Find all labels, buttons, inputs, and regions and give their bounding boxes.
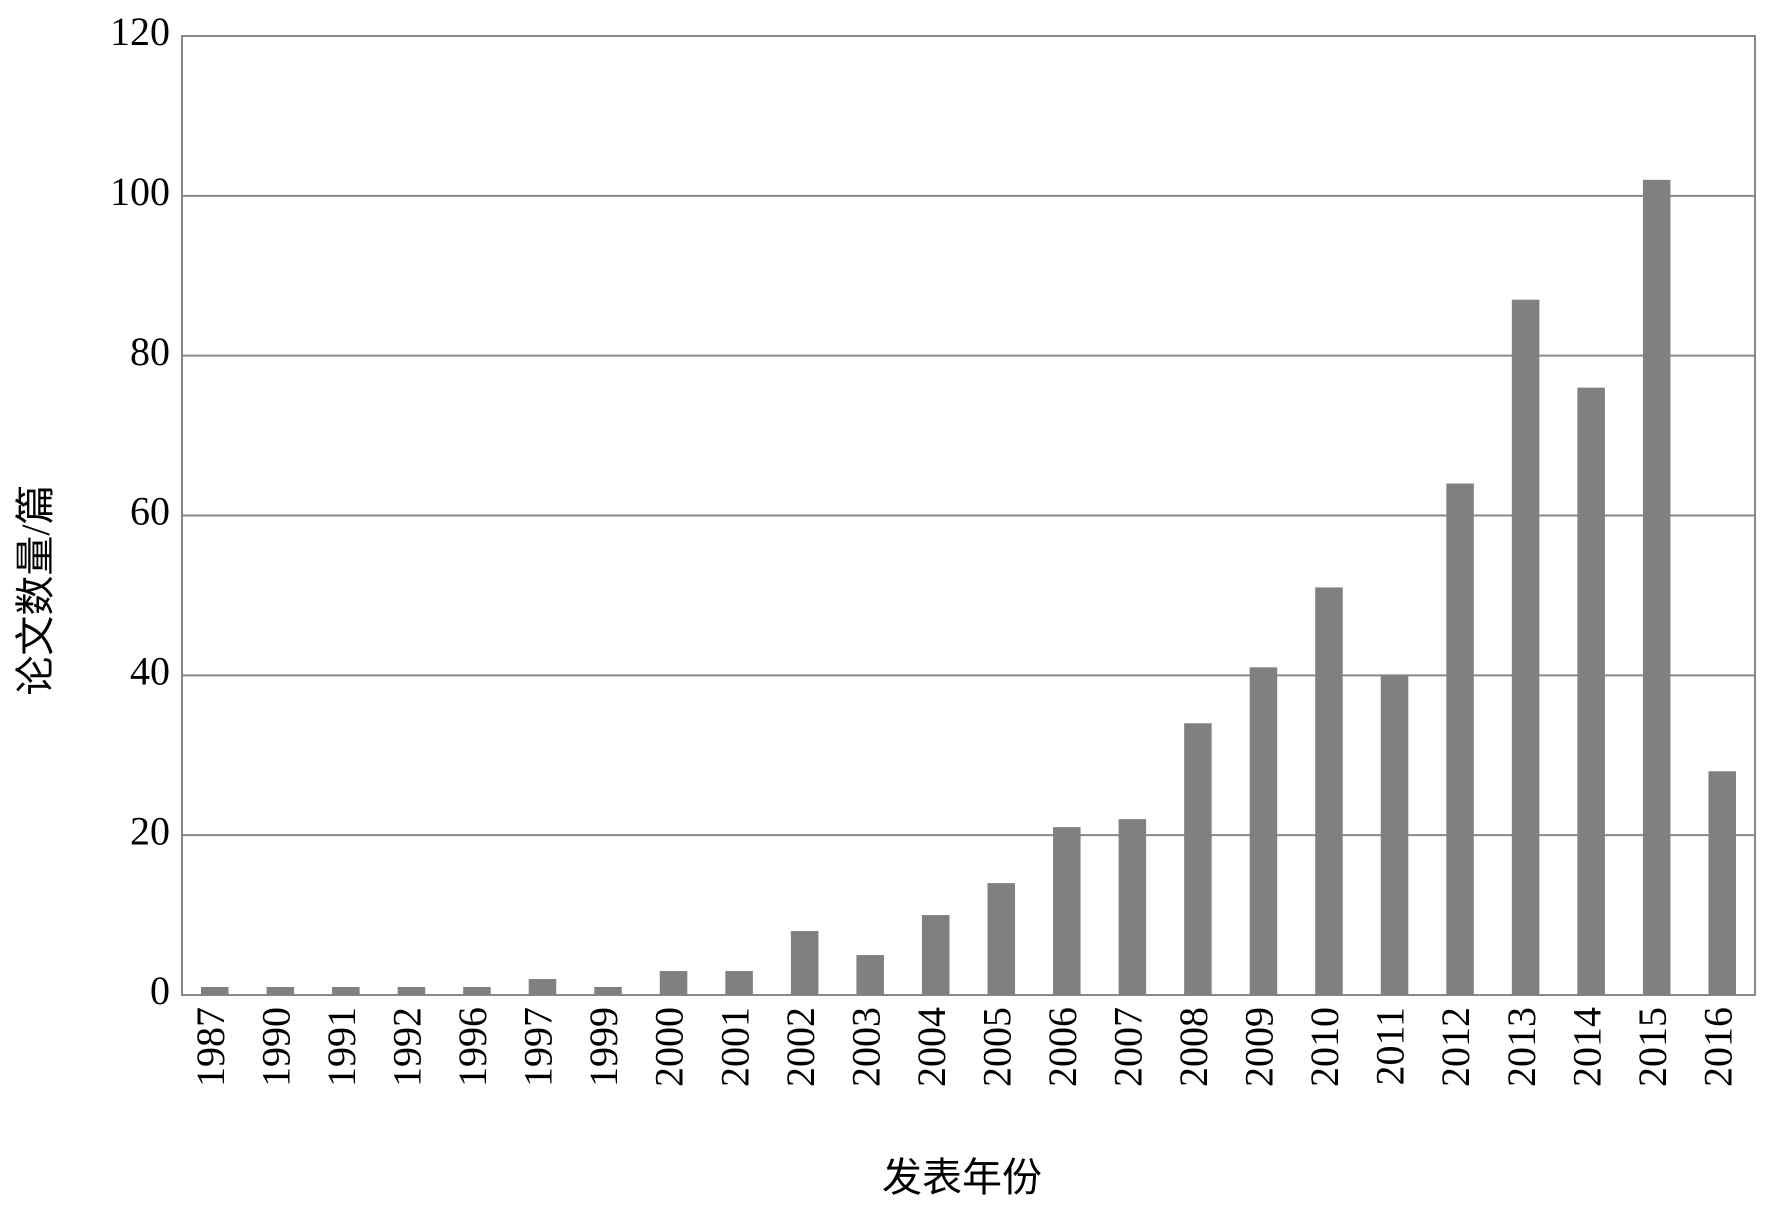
bar xyxy=(659,971,688,995)
x-tick-label: 1990 xyxy=(253,1007,298,1087)
x-tick-label: 2016 xyxy=(1695,1007,1740,1087)
x-tick-label: 2009 xyxy=(1237,1007,1282,1087)
y-tick-label: 40 xyxy=(130,649,170,694)
x-tick-label: 1996 xyxy=(450,1007,495,1087)
x-tick-label: 2001 xyxy=(712,1007,757,1087)
x-tick-label: 2007 xyxy=(1106,1007,1151,1087)
bar xyxy=(1642,179,1671,996)
bar xyxy=(856,955,884,995)
bar xyxy=(266,987,295,995)
x-tick-label: 2015 xyxy=(1630,1007,1675,1087)
bar xyxy=(463,987,491,995)
bar xyxy=(528,979,557,995)
x-tick-label: 2011 xyxy=(1368,1007,1413,1086)
x-tick-label: 2014 xyxy=(1564,1007,1609,1087)
x-tick-label: 2006 xyxy=(1040,1007,1085,1087)
bar xyxy=(1446,483,1474,995)
bar xyxy=(332,987,360,995)
y-tick-label: 0 xyxy=(150,968,170,1013)
x-tick-label: 1997 xyxy=(516,1007,561,1087)
x-tick-label: 2005 xyxy=(974,1007,1019,1087)
y-tick-label: 100 xyxy=(110,169,170,214)
y-tick-label: 60 xyxy=(130,489,170,534)
bar xyxy=(790,931,819,995)
bar xyxy=(921,915,950,995)
x-tick-label: 2003 xyxy=(843,1007,888,1087)
bar xyxy=(594,987,622,995)
bar xyxy=(1315,587,1343,995)
bar xyxy=(397,987,426,995)
bar xyxy=(1380,675,1409,995)
bar xyxy=(725,971,753,995)
x-tick-label: 1999 xyxy=(581,1007,626,1087)
x-tick-label: 2004 xyxy=(909,1007,954,1087)
bar xyxy=(1184,723,1212,995)
x-tick-label: 2000 xyxy=(647,1007,692,1087)
x-tick-label: 2012 xyxy=(1433,1007,1478,1087)
bar xyxy=(1249,667,1278,995)
x-tick-label: 1987 xyxy=(188,1007,233,1087)
bar xyxy=(1118,819,1147,995)
bar xyxy=(1053,827,1081,995)
x-tick-label: 2013 xyxy=(1499,1007,1544,1087)
plot-border xyxy=(181,35,1756,996)
bar xyxy=(987,883,1016,995)
x-axis-label: 发表年份 xyxy=(882,1155,1042,1200)
bar xyxy=(1577,387,1605,996)
x-tick-label: 2008 xyxy=(1171,1007,1216,1087)
x-tick-label: 2002 xyxy=(778,1007,823,1087)
y-tick-label: 20 xyxy=(130,808,170,853)
bar xyxy=(1511,299,1540,996)
y-tick-label: 120 xyxy=(110,9,170,54)
x-tick-label: 2010 xyxy=(1302,1007,1347,1087)
x-tick-label: 1991 xyxy=(319,1007,364,1087)
y-tick-label: 80 xyxy=(130,329,170,374)
y-axis-label: 论文数量/篇 xyxy=(13,484,58,695)
bar xyxy=(1708,771,1736,995)
bar xyxy=(201,987,229,995)
x-tick-label: 1992 xyxy=(385,1007,430,1087)
